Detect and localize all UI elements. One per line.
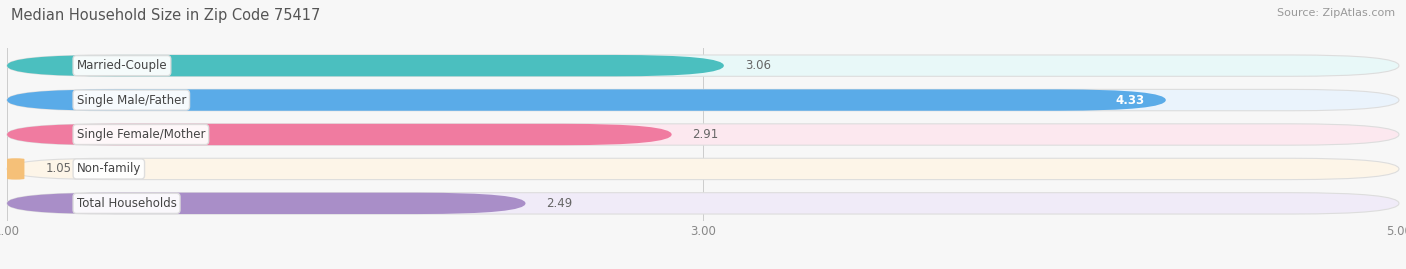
Text: Total Households: Total Households <box>76 197 177 210</box>
Text: Single Female/Mother: Single Female/Mother <box>76 128 205 141</box>
Text: 1.05: 1.05 <box>45 162 72 175</box>
Text: Source: ZipAtlas.com: Source: ZipAtlas.com <box>1277 8 1395 18</box>
Text: 3.06: 3.06 <box>745 59 770 72</box>
Text: Median Household Size in Zip Code 75417: Median Household Size in Zip Code 75417 <box>11 8 321 23</box>
FancyBboxPatch shape <box>7 124 672 145</box>
FancyBboxPatch shape <box>7 124 1399 145</box>
FancyBboxPatch shape <box>7 158 24 180</box>
Text: Non-family: Non-family <box>76 162 141 175</box>
Text: Single Male/Father: Single Male/Father <box>76 94 186 107</box>
Text: Married-Couple: Married-Couple <box>76 59 167 72</box>
Text: 2.91: 2.91 <box>693 128 718 141</box>
Text: 4.33: 4.33 <box>1116 94 1144 107</box>
FancyBboxPatch shape <box>7 89 1166 111</box>
FancyBboxPatch shape <box>7 158 1399 180</box>
Text: 2.49: 2.49 <box>547 197 572 210</box>
FancyBboxPatch shape <box>7 55 724 76</box>
FancyBboxPatch shape <box>7 89 1399 111</box>
FancyBboxPatch shape <box>7 193 526 214</box>
FancyBboxPatch shape <box>7 55 1399 76</box>
FancyBboxPatch shape <box>7 193 1399 214</box>
